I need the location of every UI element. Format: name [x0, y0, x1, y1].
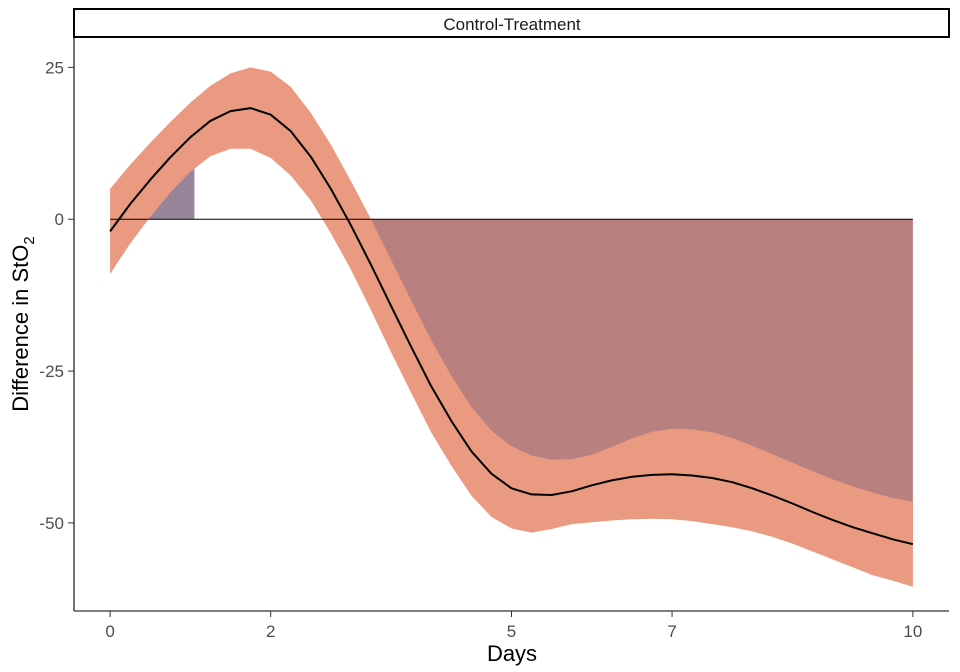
x-tick-label: 7: [667, 622, 676, 641]
y-axis-title: Difference in StO2: [8, 236, 38, 411]
y-tick-label: 0: [55, 210, 64, 229]
x-tick-label: 0: [105, 622, 114, 641]
y-tick-label: -50: [39, 514, 64, 533]
x-tick-label: 2: [266, 622, 275, 641]
y-axis-title-subscript: 2: [21, 236, 38, 244]
x-tick-label: 10: [903, 622, 922, 641]
x-axis-title: Days: [487, 641, 537, 666]
plot-panel: [109, 67, 914, 587]
facet-strip: [73, 8, 950, 38]
y-axis-title-main: Difference in StO: [8, 245, 33, 412]
y-tick-label: -25: [39, 362, 64, 381]
x-axis-ticks: 0 2 5 7 10: [105, 611, 922, 641]
estimate-line: [109, 107, 914, 546]
y-tick-label: 25: [45, 58, 64, 77]
facet-strip-label: Control-Treatment: [443, 15, 581, 34]
x-tick-label: 5: [507, 622, 516, 641]
y-axis-ticks: 25 0 -25 -50: [39, 58, 74, 533]
confidence-band: [110, 67, 913, 587]
